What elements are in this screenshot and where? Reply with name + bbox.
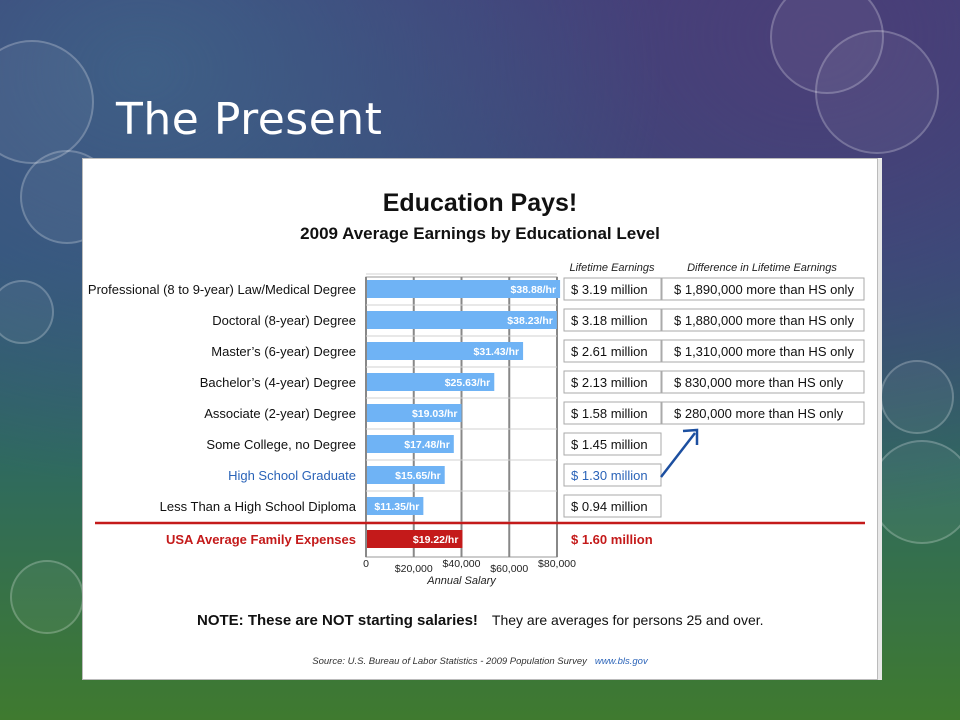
lifetime-earnings-value: $ 2.13 million bbox=[571, 375, 648, 390]
source-text: Source: U.S. Bureau of Labor Statistics … bbox=[312, 656, 649, 667]
lifetime-box bbox=[563, 277, 662, 301]
chart-title: Education Pays! bbox=[383, 189, 578, 217]
note-detail: They are averages for persons 25 and ove… bbox=[492, 612, 764, 628]
bar-value-label: $17.48/hr bbox=[404, 439, 450, 451]
bar bbox=[367, 373, 495, 391]
difference-value: $ 830,000 more than HS only bbox=[674, 375, 844, 390]
difference-box bbox=[661, 401, 865, 425]
slide-title: The Present bbox=[116, 94, 383, 145]
lifetime-earnings-value: $ 0.94 million bbox=[571, 499, 648, 514]
category-label: Bachelor’s (4-year) Degree bbox=[200, 375, 356, 390]
difference-column-header: Difference in Lifetime Earnings bbox=[687, 262, 837, 274]
lifetime-earnings-value: $ 3.18 million bbox=[571, 313, 648, 328]
bar bbox=[367, 530, 463, 548]
x-tick-label: $20,000 bbox=[395, 563, 433, 575]
difference-box bbox=[661, 308, 865, 332]
category-label: USA Average Family Expenses bbox=[166, 532, 356, 547]
arrow-head bbox=[682, 428, 699, 445]
bar bbox=[367, 466, 445, 484]
decorative-bubble bbox=[815, 30, 939, 154]
difference-box bbox=[661, 370, 865, 394]
decorative-bubble bbox=[880, 360, 954, 434]
difference-value: $ 280,000 more than HS only bbox=[674, 406, 844, 421]
lifetime-box bbox=[563, 308, 662, 332]
note-text: NOTE: These are NOT starting salaries! Th… bbox=[197, 612, 764, 629]
bar-value-label: $38.23/hr bbox=[507, 315, 553, 327]
category-label: Some College, no Degree bbox=[206, 437, 356, 452]
decorative-bubble bbox=[0, 280, 54, 344]
x-tick-label: $40,000 bbox=[443, 558, 481, 570]
lifetime-column-header: Lifetime Earnings bbox=[570, 262, 655, 274]
infographic-panel: Education Pays! 2009 Average Earnings by … bbox=[82, 158, 878, 680]
x-tick-label: $80,000 bbox=[538, 558, 576, 570]
difference-value: $ 1,310,000 more than HS only bbox=[674, 344, 854, 359]
bar-value-label: $19.22/hr bbox=[413, 534, 459, 546]
category-label: Less Than a High School Diploma bbox=[160, 499, 357, 514]
lifetime-earnings-value: $ 1.58 million bbox=[571, 406, 648, 421]
chart-subtitle: 2009 Average Earnings by Educational Lev… bbox=[300, 224, 660, 243]
lifetime-earnings-value: $ 2.61 million bbox=[571, 344, 648, 359]
bar bbox=[367, 404, 462, 422]
lifetime-box bbox=[563, 401, 662, 425]
lifetime-earnings-value: $ 1.30 million bbox=[571, 468, 648, 483]
lifetime-box bbox=[563, 339, 662, 363]
bar bbox=[367, 435, 454, 453]
lifetime-earnings-value: $ 1.45 million bbox=[571, 437, 648, 452]
x-tick-label: $60,000 bbox=[490, 563, 528, 575]
decorative-bubble bbox=[870, 440, 960, 544]
category-label: Professional (8 to 9-year) Law/Medical D… bbox=[88, 282, 356, 297]
bar bbox=[367, 280, 561, 298]
bar bbox=[367, 311, 557, 329]
lifetime-earnings-value: $ 3.19 million bbox=[571, 282, 648, 297]
lifetime-earnings-value: $ 1.60 million bbox=[571, 532, 653, 547]
category-label: Doctoral (8-year) Degree bbox=[212, 313, 356, 328]
decorative-bubble bbox=[10, 560, 84, 634]
note-emphasis: NOTE: These are NOT starting salaries! bbox=[197, 612, 478, 629]
source-citation: Source: U.S. Bureau of Labor Statistics … bbox=[312, 656, 588, 667]
bar-value-label: $11.35/hr bbox=[374, 501, 419, 513]
bar-value-label: $31.43/hr bbox=[474, 346, 520, 358]
category-label: High School Graduate bbox=[228, 468, 356, 483]
bar-value-label: $38.88/hr bbox=[511, 284, 557, 296]
arrow-line bbox=[660, 432, 696, 478]
lifetime-box bbox=[563, 494, 662, 518]
bar-value-label: $25.63/hr bbox=[445, 377, 491, 389]
bar bbox=[367, 497, 424, 515]
bar bbox=[367, 342, 524, 360]
lifetime-box bbox=[563, 432, 662, 456]
earnings-chart: Education Pays! 2009 Average Earnings by … bbox=[88, 189, 865, 667]
x-tick-label: 0 bbox=[363, 558, 369, 570]
difference-value: $ 1,890,000 more than HS only bbox=[674, 282, 854, 297]
source-link[interactable]: www.bls.gov bbox=[595, 656, 649, 667]
category-label: Associate (2-year) Degree bbox=[204, 406, 356, 421]
decorative-bubble bbox=[0, 40, 94, 164]
bar-value-label: $19.03/hr bbox=[412, 408, 458, 420]
category-label: Master’s (6-year) Degree bbox=[211, 344, 356, 359]
difference-box bbox=[661, 277, 865, 301]
difference-value: $ 1,880,000 more than HS only bbox=[674, 313, 854, 328]
bar-value-label: $15.65/hr bbox=[395, 470, 441, 482]
lifetime-box bbox=[563, 370, 662, 394]
x-axis-label: Annual Salary bbox=[426, 575, 497, 587]
difference-box bbox=[661, 339, 865, 363]
